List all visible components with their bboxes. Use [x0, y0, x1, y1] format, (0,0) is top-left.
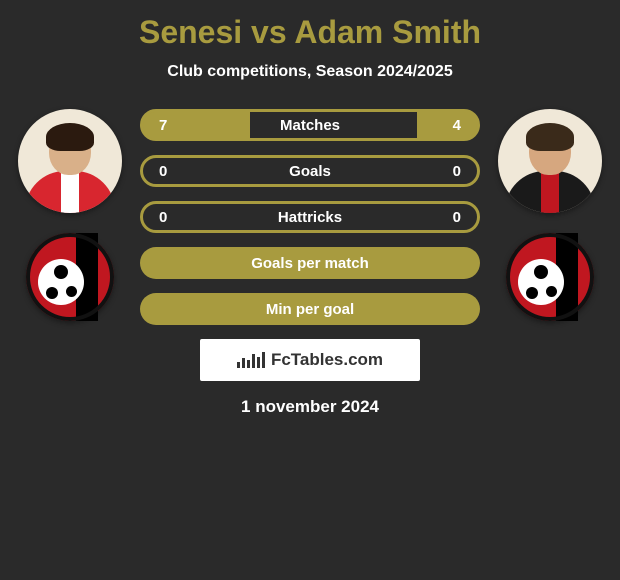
stat-bar-goals: 0 Goals 0	[140, 155, 480, 187]
badge-left-inner	[26, 233, 114, 321]
badge-right-inner	[506, 233, 594, 321]
stat-right-value: 0	[453, 209, 461, 226]
main-row: 7 Matches 4 0 Goals 0 0 Hattricks 0 Goals per mat…	[0, 109, 620, 325]
player-right-jersey-stripe	[541, 171, 559, 213]
stat-bar-matches: 7 Matches 4	[140, 109, 480, 141]
branding-text: FcTables.com	[271, 350, 383, 370]
player-left-hair	[46, 123, 94, 151]
badge-left-ring	[26, 233, 114, 321]
stat-left-value: 0	[159, 209, 167, 226]
bar-chart-icon	[237, 352, 265, 368]
stat-label: Goals	[289, 163, 331, 180]
stat-left-value: 7	[159, 117, 167, 134]
page-title: Senesi vs Adam Smith	[139, 14, 481, 51]
stat-bar-goals-per-match: Goals per match	[140, 247, 480, 279]
player-right-avatar	[498, 109, 602, 213]
stat-label: Matches	[280, 117, 340, 134]
stat-bar-min-per-goal: Min per goal	[140, 293, 480, 325]
stat-label: Min per goal	[266, 301, 354, 318]
player-left-club-badge	[26, 233, 114, 321]
player-right-club-badge	[506, 233, 594, 321]
player-right-hair	[526, 123, 574, 151]
comparison-card: Senesi vs Adam Smith Club competitions, …	[0, 0, 620, 427]
player-left-jersey-stripe	[61, 171, 79, 213]
stat-bar-hattricks: 0 Hattricks 0	[140, 201, 480, 233]
stat-right-value: 0	[453, 163, 461, 180]
badge-right-ring	[506, 233, 594, 321]
stat-right-value: 4	[453, 117, 461, 134]
date-text: 1 november 2024	[241, 397, 379, 417]
left-column	[10, 109, 130, 321]
right-column	[490, 109, 610, 321]
stat-label: Hattricks	[278, 209, 342, 226]
subtitle: Club competitions, Season 2024/2025	[167, 63, 452, 81]
stat-label: Goals per match	[251, 255, 369, 272]
stats-bars: 7 Matches 4 0 Goals 0 0 Hattricks 0 Goals per mat…	[130, 109, 490, 325]
player-left-silhouette	[20, 119, 120, 213]
player-left-avatar	[18, 109, 122, 213]
branding-box: FcTables.com	[200, 339, 420, 381]
stat-left-value: 0	[159, 163, 167, 180]
player-right-silhouette	[500, 119, 600, 213]
